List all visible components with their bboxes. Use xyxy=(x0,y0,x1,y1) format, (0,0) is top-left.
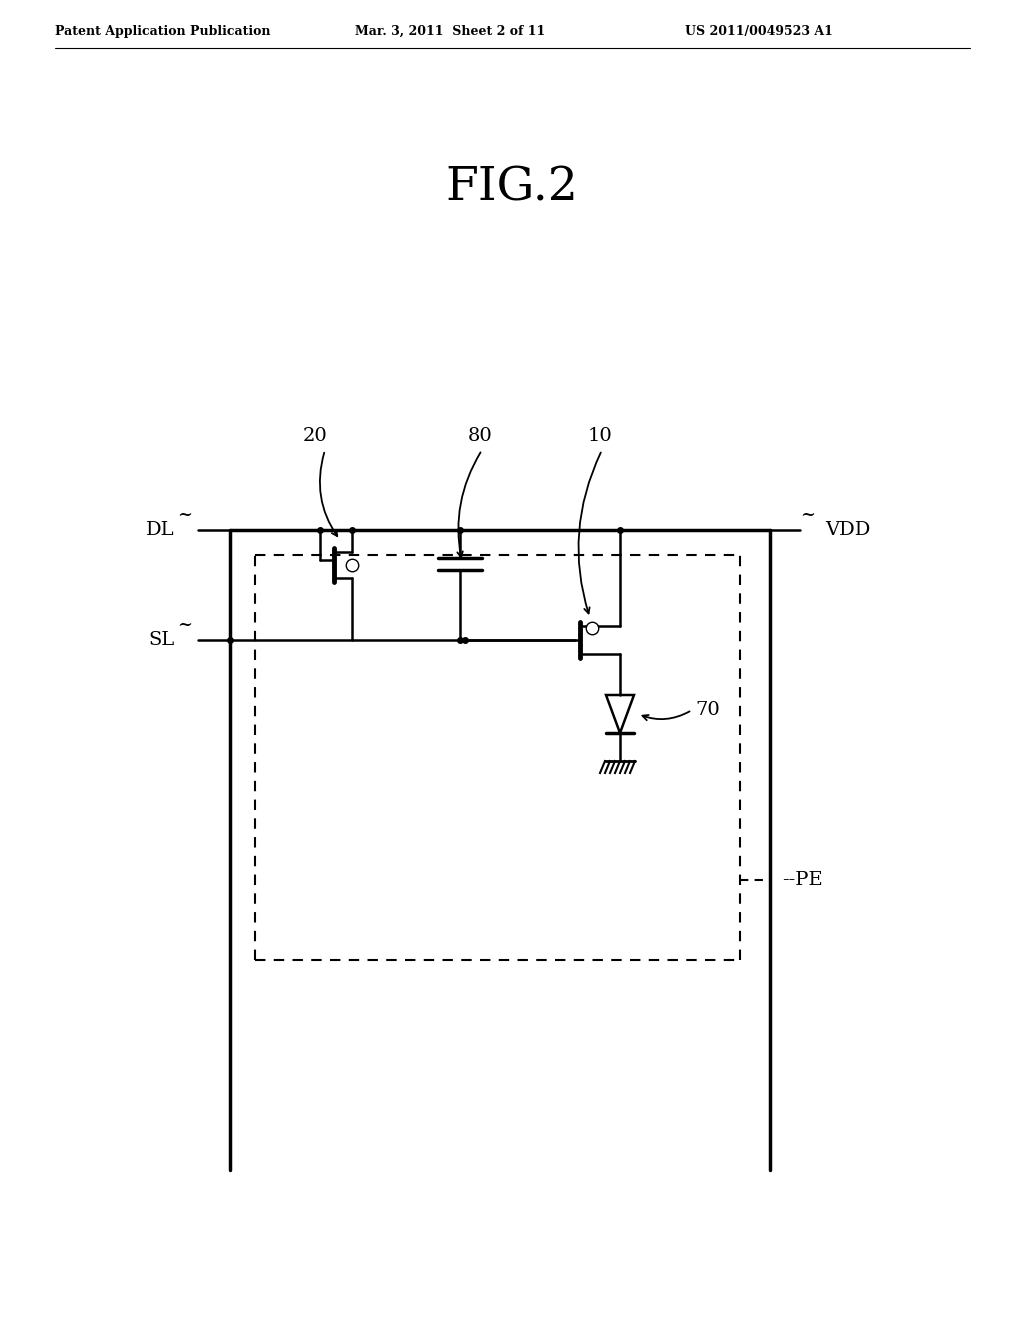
Text: VDD: VDD xyxy=(825,521,870,539)
Text: US 2011/0049523 A1: US 2011/0049523 A1 xyxy=(685,25,833,38)
Text: DL: DL xyxy=(146,521,175,539)
Text: SL: SL xyxy=(148,631,175,649)
Text: 80: 80 xyxy=(468,426,493,445)
Text: 20: 20 xyxy=(303,426,328,445)
Text: ~: ~ xyxy=(177,616,193,634)
Text: --PE: --PE xyxy=(782,871,822,888)
Text: 10: 10 xyxy=(588,426,612,445)
Text: Patent Application Publication: Patent Application Publication xyxy=(55,25,270,38)
Text: ~: ~ xyxy=(177,506,193,524)
Text: FIG.2: FIG.2 xyxy=(445,165,579,210)
Text: Mar. 3, 2011  Sheet 2 of 11: Mar. 3, 2011 Sheet 2 of 11 xyxy=(355,25,545,38)
Text: ~: ~ xyxy=(800,506,815,524)
Text: 70: 70 xyxy=(695,701,720,719)
